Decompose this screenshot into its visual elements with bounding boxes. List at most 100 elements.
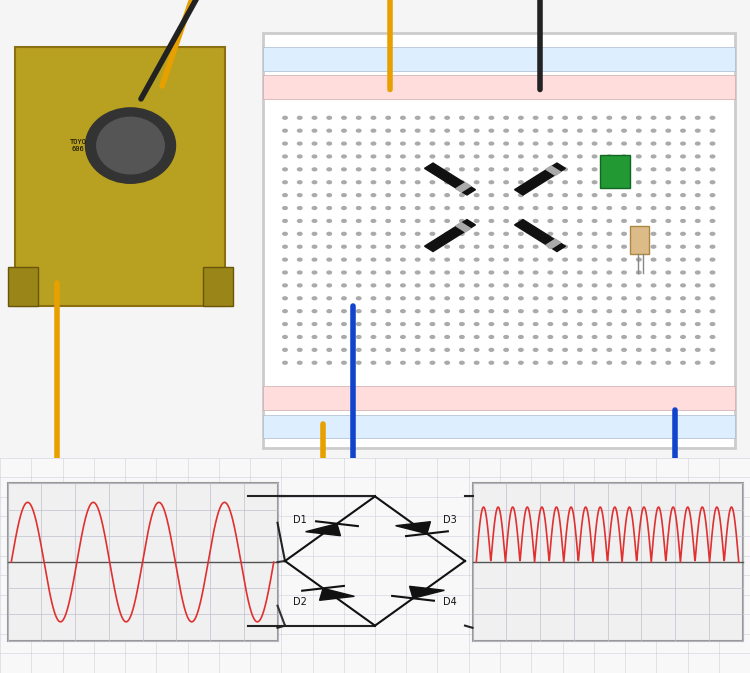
Circle shape [489, 155, 494, 158]
Circle shape [430, 245, 435, 248]
Circle shape [327, 129, 332, 132]
Circle shape [489, 181, 494, 184]
Circle shape [400, 297, 405, 299]
Circle shape [356, 155, 361, 158]
Circle shape [430, 219, 435, 222]
Circle shape [548, 258, 553, 261]
Circle shape [666, 322, 670, 326]
Circle shape [475, 116, 479, 119]
Circle shape [504, 271, 509, 274]
Circle shape [548, 271, 553, 274]
Circle shape [356, 219, 361, 222]
Circle shape [460, 116, 464, 119]
Circle shape [651, 271, 656, 274]
Circle shape [430, 232, 435, 236]
Circle shape [548, 142, 553, 145]
Circle shape [666, 232, 670, 236]
Circle shape [504, 258, 509, 261]
Circle shape [342, 310, 346, 312]
Bar [472, 483, 742, 641]
Circle shape [607, 284, 611, 287]
Circle shape [637, 284, 641, 287]
Circle shape [327, 181, 332, 184]
Circle shape [460, 310, 464, 312]
Circle shape [695, 245, 700, 248]
Circle shape [312, 219, 316, 222]
Circle shape [298, 142, 302, 145]
Circle shape [622, 129, 626, 132]
Circle shape [592, 232, 597, 236]
Bar [262, 386, 735, 410]
Circle shape [342, 194, 346, 197]
Circle shape [710, 361, 715, 364]
Circle shape [460, 232, 464, 236]
Circle shape [622, 258, 626, 261]
Circle shape [475, 207, 479, 209]
Circle shape [651, 258, 656, 261]
Circle shape [327, 232, 332, 236]
Circle shape [342, 361, 346, 364]
Circle shape [533, 181, 538, 184]
Circle shape [356, 349, 361, 351]
Circle shape [695, 322, 700, 326]
Circle shape [283, 284, 287, 287]
Circle shape [371, 271, 376, 274]
Circle shape [533, 361, 538, 364]
Circle shape [416, 336, 420, 339]
Circle shape [327, 116, 332, 119]
Circle shape [666, 271, 670, 274]
Bar [514, 163, 566, 195]
Circle shape [371, 116, 376, 119]
Circle shape [578, 129, 582, 132]
Circle shape [475, 361, 479, 364]
Circle shape [283, 207, 287, 209]
Circle shape [548, 310, 553, 312]
Circle shape [607, 336, 611, 339]
Circle shape [489, 245, 494, 248]
Circle shape [342, 336, 346, 339]
Circle shape [578, 142, 582, 145]
Circle shape [312, 361, 316, 364]
Circle shape [475, 155, 479, 158]
Circle shape [445, 349, 449, 351]
Circle shape [475, 232, 479, 236]
Circle shape [518, 310, 523, 312]
Circle shape [475, 349, 479, 351]
Circle shape [327, 168, 332, 171]
Circle shape [562, 219, 567, 222]
Circle shape [312, 194, 316, 197]
Circle shape [430, 361, 435, 364]
Circle shape [445, 194, 449, 197]
Circle shape [475, 297, 479, 299]
Circle shape [637, 168, 641, 171]
Circle shape [548, 232, 553, 236]
Circle shape [504, 232, 509, 236]
Circle shape [533, 194, 538, 197]
Circle shape [637, 194, 641, 197]
Circle shape [695, 349, 700, 351]
Circle shape [637, 219, 641, 222]
Circle shape [489, 322, 494, 326]
Circle shape [651, 336, 656, 339]
Circle shape [283, 322, 287, 326]
Circle shape [548, 129, 553, 132]
Circle shape [607, 349, 611, 351]
Circle shape [475, 142, 479, 145]
Circle shape [489, 194, 494, 197]
Circle shape [518, 258, 523, 261]
Circle shape [666, 219, 670, 222]
Circle shape [327, 258, 332, 261]
Circle shape [327, 336, 332, 339]
Circle shape [533, 219, 538, 222]
Circle shape [533, 258, 538, 261]
Circle shape [518, 271, 523, 274]
Circle shape [504, 129, 509, 132]
Circle shape [342, 116, 346, 119]
Circle shape [475, 310, 479, 312]
Circle shape [548, 181, 553, 184]
Circle shape [710, 297, 715, 299]
Circle shape [592, 361, 597, 364]
Circle shape [445, 361, 449, 364]
Circle shape [489, 310, 494, 312]
Circle shape [651, 207, 656, 209]
